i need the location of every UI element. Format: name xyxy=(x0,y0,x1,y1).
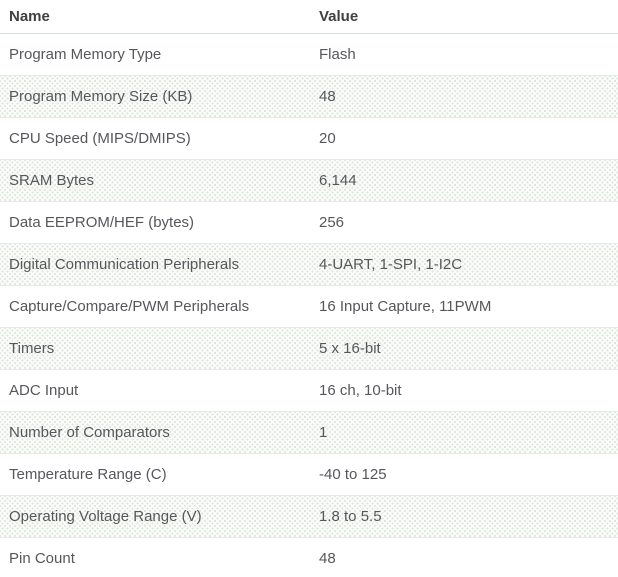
spec-name-cell: SRAM Bytes xyxy=(9,172,95,189)
spec-name-cell: Data EEPROM/HEF (bytes) xyxy=(9,214,195,231)
table-header-row: Name Value xyxy=(0,0,618,34)
spec-value-cell: 1 xyxy=(319,424,328,441)
spec-name-cell: Program Memory Size (KB) xyxy=(9,88,193,105)
spec-value-cell: 48 xyxy=(319,550,336,567)
spec-name-cell: Temperature Range (C) xyxy=(9,466,167,483)
spec-name-cell: Timers xyxy=(9,340,55,357)
spec-value-cell: 4-UART, 1-SPI, 1-I2C xyxy=(319,256,463,273)
spec-value-cell: 5 x 16-bit xyxy=(319,340,381,357)
spec-value-cell: 16 ch, 10-bit xyxy=(319,382,402,399)
spec-name-cell: Digital Communication Peripherals xyxy=(9,256,240,273)
spec-value-cell: Flash xyxy=(319,46,356,63)
column-header-value: Value xyxy=(310,0,618,34)
spec-name-cell: CPU Speed (MIPS/DMIPS) xyxy=(9,130,191,147)
table-row: CPU Speed (MIPS/DMIPS) 20 xyxy=(0,117,618,160)
table-row: Data EEPROM/HEF (bytes) 256 xyxy=(0,201,618,244)
column-header-name: Name xyxy=(0,0,310,34)
spec-name-cell: Program Memory Type xyxy=(9,46,162,63)
table-row: Temperature Range (C) -40 to 125 xyxy=(0,453,618,496)
table-row: SRAM Bytes 6,144 xyxy=(0,159,618,202)
table-row: Program Memory Size (KB) 48 xyxy=(0,75,618,118)
spec-value-cell: 48 xyxy=(319,88,336,105)
spec-name-cell: Operating Voltage Range (V) xyxy=(9,508,202,525)
spec-name-cell: Capture/Compare/PWM Peripherals xyxy=(9,298,250,315)
spec-value-cell: 1.8 to 5.5 xyxy=(319,508,382,525)
spec-name-cell: ADC Input xyxy=(9,382,79,399)
table-row: Pin Count 48 xyxy=(0,537,618,577)
spec-value-cell: 256 xyxy=(319,214,345,231)
table-row: Capture/Compare/PWM Peripherals 16 Input… xyxy=(0,285,618,328)
table-row: Digital Communication Peripherals 4-UART… xyxy=(0,243,618,286)
spec-name-cell: Number of Comparators xyxy=(9,424,170,441)
spec-value-cell: 6,144 xyxy=(319,172,357,189)
spec-value-cell: 20 xyxy=(319,130,336,147)
spec-name-cell: Pin Count xyxy=(9,550,75,567)
table-row: Operating Voltage Range (V) 1.8 to 5.5 xyxy=(0,495,618,538)
spec-value-cell: -40 to 125 xyxy=(319,466,387,483)
table-row: Timers 5 x 16-bit xyxy=(0,327,618,370)
spec-value-cell: 16 Input Capture, 11PWM xyxy=(319,298,492,315)
table-row: Program Memory Type Flash xyxy=(0,33,618,76)
table-row: ADC Input 16 ch, 10-bit xyxy=(0,369,618,412)
table-row: Number of Comparators 1 xyxy=(0,411,618,454)
